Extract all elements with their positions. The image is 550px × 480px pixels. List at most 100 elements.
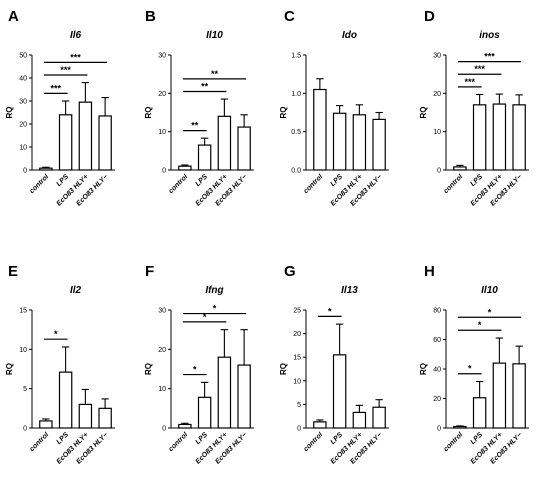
y-tick-label: 20: [158, 91, 166, 98]
bar: [453, 425, 467, 429]
category-label: LPS: [469, 173, 484, 188]
bar: [217, 115, 232, 171]
y-tick-label: 20: [433, 396, 441, 403]
y-tick-label: 10: [19, 347, 27, 354]
significance-marker: ***: [484, 52, 495, 62]
y-axis-label: RQ: [5, 363, 14, 375]
bar: [313, 421, 327, 429]
y-tick-label: 20: [19, 122, 27, 129]
category-label: control: [443, 431, 465, 453]
y-axis-label: RQ: [144, 363, 153, 375]
panel-label: A: [8, 8, 19, 25]
bar: [78, 403, 93, 429]
bar: [512, 363, 526, 429]
panel-label: E: [8, 263, 18, 280]
panel-label: F: [145, 263, 154, 280]
y-tick-label: 5: [23, 386, 27, 393]
y-tick-label: 10: [158, 129, 166, 136]
bar: [492, 103, 507, 171]
bar: [237, 364, 251, 429]
category-label: control: [303, 173, 325, 195]
y-axis-label: RQ: [5, 107, 14, 119]
significance-marker: **: [191, 121, 199, 131]
category-label: control: [168, 173, 190, 195]
bar: [178, 165, 192, 171]
bar: [98, 115, 112, 171]
significance-marker: *: [193, 365, 197, 375]
bar: [352, 114, 367, 171]
significance-marker: *: [468, 364, 472, 374]
panel-title: Il10: [206, 30, 223, 41]
panel-title: inos: [479, 30, 500, 41]
y-tick-label: 15: [19, 308, 27, 315]
y-tick-label: 0: [162, 168, 166, 175]
significance-marker: *: [478, 320, 482, 330]
y-tick-label: 60: [433, 337, 441, 344]
bar: [492, 362, 507, 429]
category-label: LPS: [329, 431, 344, 446]
bar: [197, 144, 212, 171]
panel-title: Il10: [481, 285, 498, 296]
bar: [313, 88, 327, 171]
bar: [98, 407, 112, 429]
y-axis-label: RQ: [144, 107, 153, 119]
y-axis-label: RQ: [279, 363, 288, 375]
y-tick-label: 50: [19, 53, 27, 60]
bar: [352, 411, 367, 429]
panel-title: Ido: [342, 30, 357, 41]
bar: [332, 354, 347, 429]
bar: [39, 420, 53, 429]
y-tick-label: 1.0: [291, 91, 301, 98]
significance-marker: ***: [464, 77, 475, 87]
bar: [217, 356, 232, 429]
y-tick-label: 40: [19, 76, 27, 83]
significance-marker: **: [211, 69, 219, 79]
bar: [78, 101, 93, 171]
significance-marker: *: [328, 306, 332, 316]
y-tick-label: 0.5: [291, 129, 301, 136]
y-tick-label: 1.5: [291, 53, 301, 60]
significance-marker: ***: [50, 83, 61, 93]
category-label: LPS: [194, 431, 209, 446]
y-tick-label: 80: [433, 308, 441, 315]
y-axis-label: RQ: [279, 107, 288, 119]
bar: [372, 406, 386, 429]
significance-marker: *: [213, 304, 217, 314]
y-tick-label: 0: [297, 426, 301, 433]
y-tick-label: 25: [293, 308, 301, 315]
y-tick-label: 30: [158, 308, 166, 315]
category-label: control: [303, 431, 325, 453]
y-tick-label: 0: [162, 426, 166, 433]
y-tick-label: 30: [158, 53, 166, 60]
y-tick-label: 10: [158, 386, 166, 393]
bar: [237, 126, 251, 171]
y-tick-label: 0: [23, 426, 27, 433]
y-tick-label: 15: [293, 355, 301, 362]
significance-marker: ***: [70, 52, 81, 62]
panel-title: Il13: [341, 285, 358, 296]
category-label: LPS: [55, 173, 70, 188]
bar: [58, 114, 73, 171]
y-tick-label: 10: [433, 129, 441, 136]
panel-label: C: [284, 8, 295, 25]
panel-title: Ifng: [205, 285, 223, 296]
panel-title: Il2: [70, 285, 82, 296]
bar: [472, 397, 487, 429]
y-tick-label: 20: [293, 331, 301, 338]
panel-label: G: [284, 263, 296, 280]
category-label: control: [29, 173, 51, 195]
panel-label: D: [424, 8, 435, 25]
category-label: LPS: [194, 173, 209, 188]
significance-marker: *: [488, 307, 492, 317]
y-tick-label: 0: [437, 168, 441, 175]
y-tick-label: 0: [437, 426, 441, 433]
y-tick-label: 20: [433, 91, 441, 98]
category-label: LPS: [469, 431, 484, 446]
y-tick-label: 10: [19, 145, 27, 152]
